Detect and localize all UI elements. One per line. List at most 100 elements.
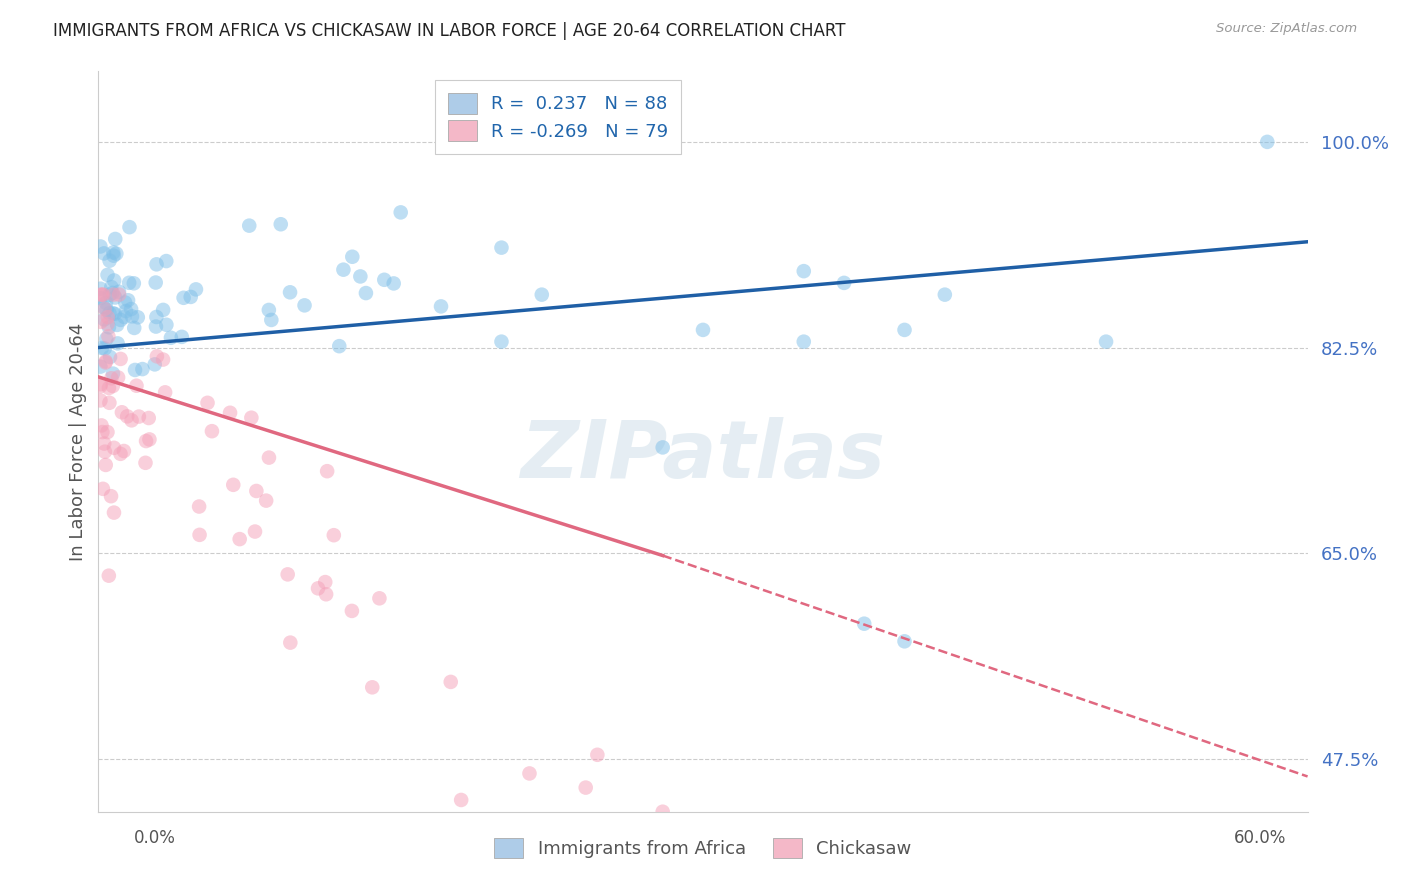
Point — [101, 285, 124, 300]
Point — [101, 306, 124, 320]
Point — [238, 219, 260, 233]
Point — [145, 276, 167, 290]
Point — [245, 483, 267, 498]
Point — [112, 310, 135, 324]
Point — [97, 568, 120, 582]
Point — [131, 362, 153, 376]
Point — [90, 377, 112, 392]
Point — [491, 334, 513, 349]
Point — [440, 674, 463, 689]
Point — [599, 816, 621, 830]
Point — [91, 287, 114, 301]
Point — [98, 287, 121, 301]
Point — [893, 634, 915, 648]
Point — [98, 306, 121, 320]
Point — [96, 317, 118, 331]
Point — [98, 350, 121, 364]
Point — [170, 330, 193, 344]
Point — [96, 332, 118, 346]
Text: IMMIGRANTS FROM AFRICA VS CHICKASAW IN LABOR FORCE | AGE 20-64 CORRELATION CHART: IMMIGRANTS FROM AFRICA VS CHICKASAW IN L… — [53, 22, 846, 40]
Point — [100, 280, 122, 294]
Point — [260, 313, 283, 327]
Text: 60.0%: 60.0% — [1234, 829, 1286, 847]
Point — [155, 318, 177, 332]
Point — [188, 528, 211, 542]
Point — [254, 493, 277, 508]
Point — [110, 351, 132, 366]
Point — [832, 276, 855, 290]
Point — [107, 336, 129, 351]
Point — [278, 285, 301, 300]
Point — [160, 331, 183, 345]
Point — [307, 582, 329, 596]
Text: 0.0%: 0.0% — [134, 829, 176, 847]
Point — [430, 299, 453, 313]
Point — [692, 323, 714, 337]
Point — [124, 363, 146, 377]
Point — [134, 456, 156, 470]
Point — [98, 253, 121, 268]
Point — [90, 418, 112, 433]
Point — [104, 232, 127, 246]
Point — [94, 444, 117, 458]
Point — [153, 385, 176, 400]
Point — [104, 291, 127, 305]
Point — [470, 816, 492, 830]
Point — [97, 310, 120, 325]
Point — [97, 320, 120, 334]
Point — [111, 405, 134, 419]
Point — [96, 302, 118, 317]
Point — [89, 359, 111, 374]
Point — [91, 287, 114, 301]
Point — [382, 277, 405, 291]
Point — [91, 425, 114, 439]
Point — [340, 604, 363, 618]
Point — [107, 370, 129, 384]
Point — [91, 300, 114, 314]
Point — [103, 441, 125, 455]
Point — [118, 276, 141, 290]
Y-axis label: In Labor Force | Age 20-64: In Labor Force | Age 20-64 — [69, 322, 87, 561]
Text: Source: ZipAtlas.com: Source: ZipAtlas.com — [1216, 22, 1357, 36]
Point — [103, 245, 125, 260]
Point — [105, 246, 128, 260]
Point — [120, 301, 142, 316]
Point — [108, 287, 131, 301]
Point — [97, 381, 120, 395]
Point — [89, 239, 111, 253]
Point — [853, 616, 876, 631]
Point — [197, 396, 219, 410]
Point — [692, 816, 714, 830]
Point — [184, 282, 207, 296]
Point — [138, 411, 160, 425]
Point — [152, 352, 174, 367]
Point — [103, 249, 125, 263]
Point — [328, 339, 350, 353]
Point — [368, 591, 391, 606]
Point — [118, 220, 141, 235]
Point — [278, 635, 301, 649]
Point — [145, 257, 167, 271]
Point — [90, 315, 112, 329]
Point — [121, 310, 143, 324]
Point — [122, 321, 145, 335]
Point — [316, 464, 339, 478]
Point — [89, 379, 111, 393]
Point — [180, 290, 202, 304]
Point — [94, 355, 117, 369]
Point — [143, 357, 166, 371]
Point — [100, 371, 122, 385]
Point — [103, 273, 125, 287]
Point — [934, 287, 956, 301]
Point — [354, 286, 377, 301]
Point — [240, 410, 263, 425]
Point — [94, 295, 117, 310]
Point — [243, 524, 266, 539]
Point — [155, 254, 177, 268]
Point — [90, 341, 112, 355]
Point — [93, 312, 115, 326]
Point — [115, 304, 138, 318]
Point — [257, 450, 280, 465]
Point — [105, 318, 128, 332]
Point — [188, 500, 211, 514]
